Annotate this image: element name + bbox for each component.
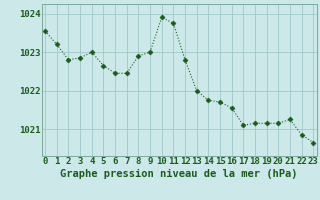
X-axis label: Graphe pression niveau de la mer (hPa): Graphe pression niveau de la mer (hPa) (60, 169, 298, 179)
